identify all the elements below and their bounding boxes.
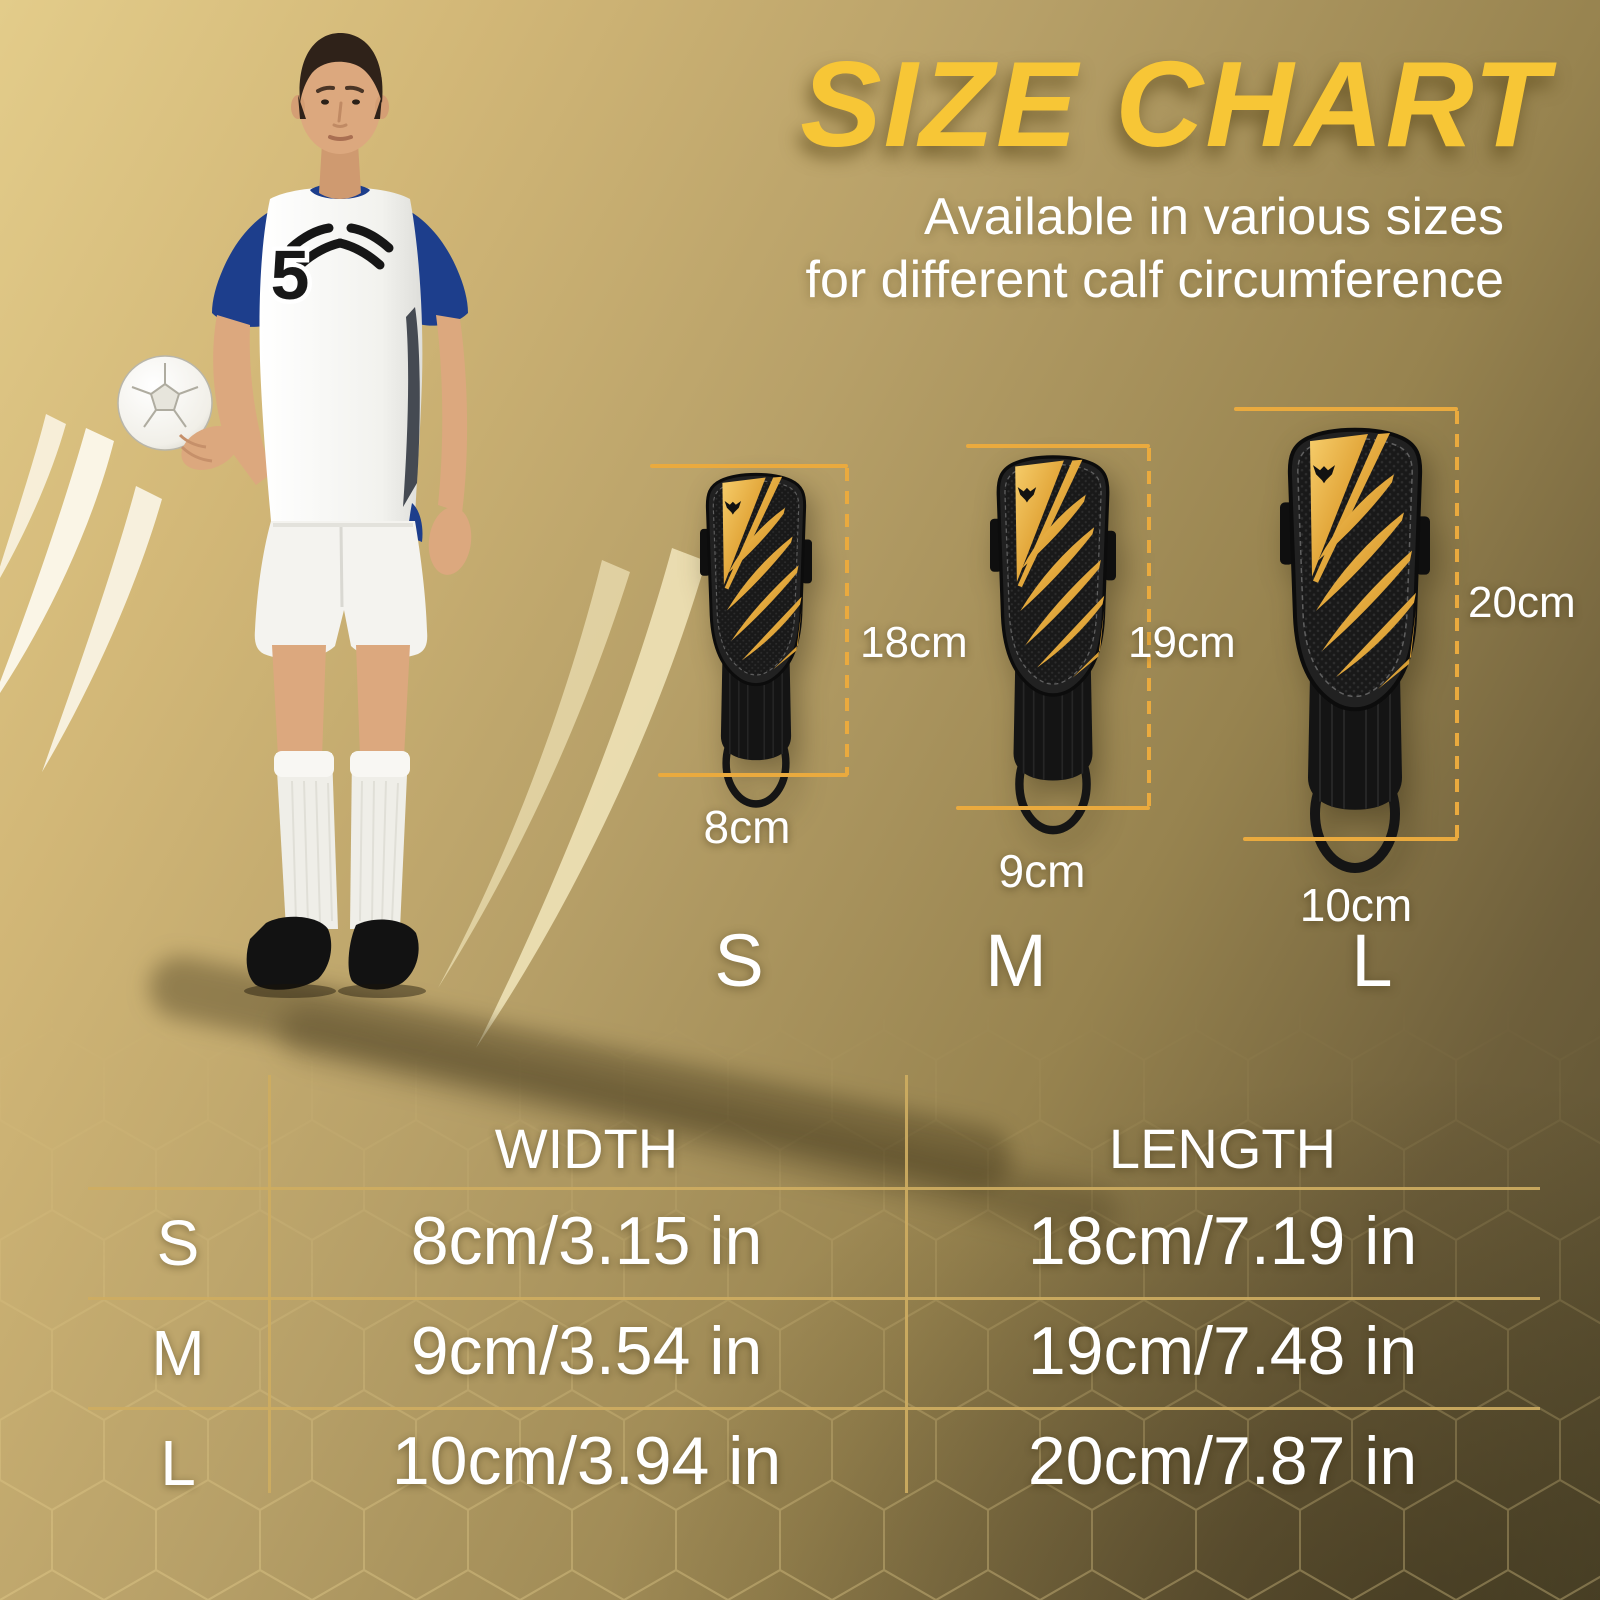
table-row-label: S xyxy=(156,1207,200,1279)
table-grid-line xyxy=(88,1407,1540,1410)
table-header-length: LENGTH xyxy=(1108,1117,1337,1180)
dimension-line-top xyxy=(650,464,848,468)
size-letter: L xyxy=(1351,919,1393,1002)
dimension-line-top xyxy=(966,444,1150,448)
dimension-line-height xyxy=(1147,448,1151,808)
width-label: 9cm xyxy=(998,845,1086,897)
table-header-width: WIDTH xyxy=(494,1117,679,1180)
table-grid-line xyxy=(88,1187,1540,1190)
table-cell-width: 9cm/3.54 in xyxy=(410,1313,763,1389)
table-cell-width: 8cm/3.15 in xyxy=(410,1203,763,1279)
table-grid-line xyxy=(268,1075,271,1493)
table-grid-line xyxy=(905,1075,908,1493)
dimension-line-top xyxy=(1234,407,1458,411)
dimension-line-height xyxy=(1455,411,1459,839)
length-label: 18cm xyxy=(860,618,968,667)
table-grid-line xyxy=(88,1297,1540,1300)
table-cell-length: 19cm/7.48 in xyxy=(1027,1313,1418,1389)
size-table: WIDTH LENGTH S 8cm/3.15 in 18cm/7.19 in … xyxy=(0,1050,1600,1550)
player-photo: 5 xyxy=(117,33,472,998)
table-row-label: L xyxy=(160,1427,196,1499)
dimension-line-bottom xyxy=(658,773,848,777)
table-cell-width: 10cm/3.94 in xyxy=(391,1423,782,1499)
size-letter: S xyxy=(714,919,764,1002)
shin-guard-large xyxy=(1280,424,1430,876)
jersey-number: 5 xyxy=(271,236,310,314)
length-label: 19cm xyxy=(1128,618,1236,667)
width-label: 8cm xyxy=(703,801,791,853)
width-label: 10cm xyxy=(1299,879,1413,931)
dimension-line-bottom xyxy=(1243,837,1458,841)
page-title: SIZE CHART xyxy=(800,36,1550,172)
shin-guard-medium xyxy=(990,452,1116,837)
table-cell-length: 20cm/7.87 in xyxy=(1027,1423,1418,1499)
table-row-label: M xyxy=(151,1317,205,1389)
size-letter: M xyxy=(985,919,1047,1002)
soccer-ball xyxy=(117,355,213,451)
table-cell-length: 18cm/7.19 in xyxy=(1027,1203,1418,1279)
jersey-accent xyxy=(286,223,394,270)
shin-guard-small xyxy=(700,470,812,810)
subtitle-line-2: for different calf circumference xyxy=(805,251,1504,309)
length-label: 20cm xyxy=(1468,578,1576,627)
subtitle-line-1: Available in various sizes xyxy=(924,188,1504,246)
page-subtitle: Available in various sizes for different… xyxy=(806,186,1504,312)
dimension-line-height xyxy=(845,468,849,775)
honeycomb-pattern xyxy=(0,1000,1600,1600)
dimension-line-bottom xyxy=(956,806,1150,810)
